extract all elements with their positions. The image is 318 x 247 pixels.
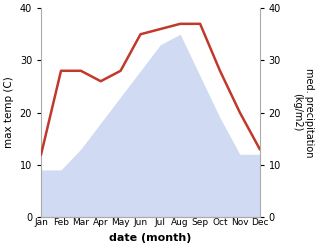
Y-axis label: med. precipitation
(kg/m2): med. precipitation (kg/m2) <box>292 68 314 157</box>
Y-axis label: max temp (C): max temp (C) <box>4 77 14 148</box>
X-axis label: date (month): date (month) <box>109 233 192 243</box>
